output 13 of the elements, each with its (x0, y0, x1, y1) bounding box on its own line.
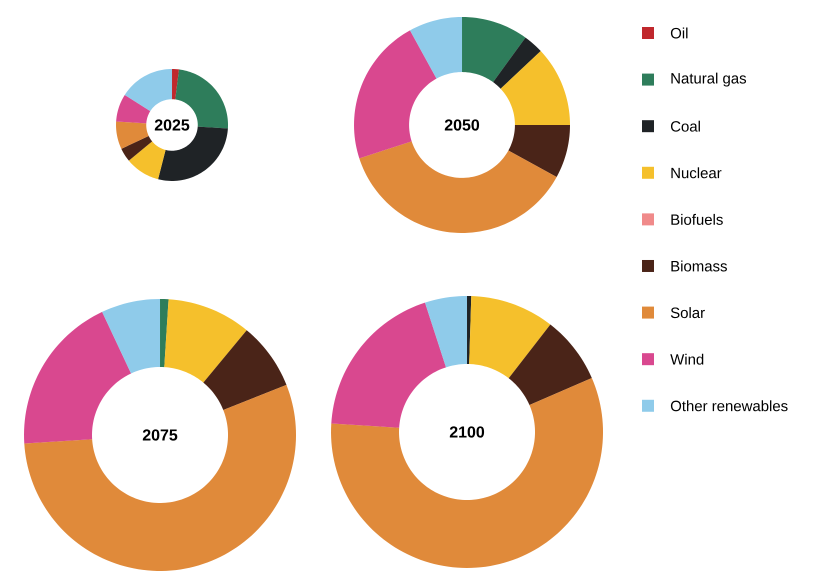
legend-label: Natural gas (671, 72, 746, 87)
legend-label: Biofuels (671, 214, 723, 225)
text: 2100 (450, 426, 484, 438)
text: 2050 (444, 119, 480, 131)
text: 2025 (154, 119, 190, 131)
legend-label: Other renewables (670, 400, 788, 412)
legend-label: Biomass (671, 260, 727, 272)
legend-label: Nuclear (671, 167, 722, 178)
legend-label: Wind (670, 354, 704, 365)
legend-label: Coal (670, 120, 700, 132)
legend-label: Oil (670, 28, 688, 38)
legend-label: Solar (670, 307, 705, 318)
text: 2075 (142, 429, 178, 441)
